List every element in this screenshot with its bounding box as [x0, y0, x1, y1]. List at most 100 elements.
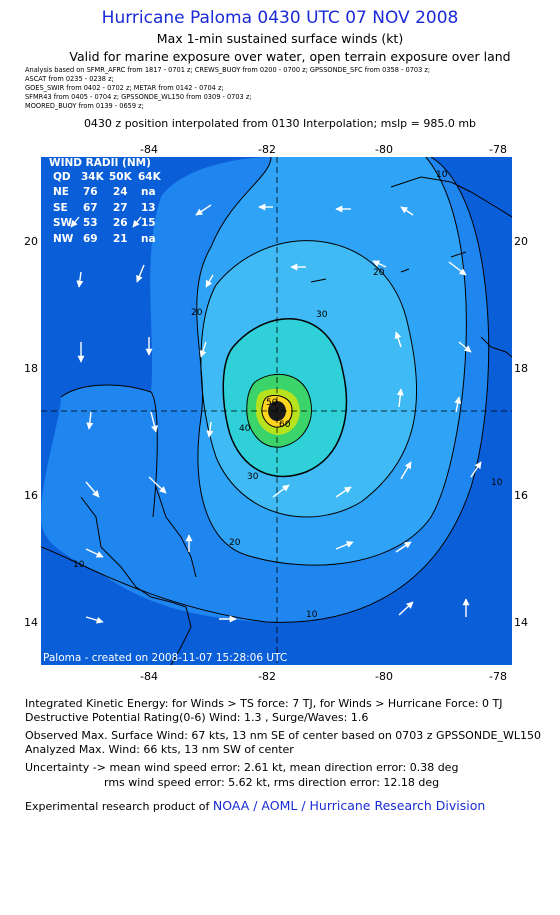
contour-40 — [222, 317, 348, 478]
contour-20 — [196, 157, 467, 566]
wind-radii-cell: 67 — [83, 202, 98, 214]
contour-label: 20 — [191, 308, 203, 318]
lon-tick-bottom: -78 — [489, 670, 507, 683]
contour-10-west — [60, 384, 158, 518]
island — [310, 278, 327, 283]
lon-tick-top: -84 — [140, 143, 158, 156]
wind-arrow — [205, 274, 214, 288]
wind-radii-title: WIND RADII (NM) — [49, 157, 151, 169]
contour-label: 30 — [316, 310, 328, 320]
wind-arrow — [148, 476, 167, 494]
wind-radii-cell: 26 — [113, 217, 128, 229]
lon-tick-top: -78 — [489, 143, 507, 156]
wind-arrow — [396, 388, 404, 408]
wind-radii-header: 50K — [109, 171, 133, 183]
contour-lines — [41, 157, 490, 623]
source-line: SFMR43 from 0405 - 0704 z; GPSSONDE_WL15… — [25, 93, 252, 101]
interpolation-note: 0430 z position interpolated from 0130 I… — [83, 117, 477, 130]
lat-tick-right: 16 — [514, 489, 528, 502]
lat-tick-left: 14 — [24, 616, 38, 629]
wind-radii-cell: 24 — [113, 186, 128, 198]
wind-arrow — [398, 601, 414, 616]
wind-radii-cell: 15 — [141, 217, 156, 229]
contour-label: 40 — [239, 424, 251, 434]
source-line: GOES_SWIR from 0402 - 0702 z; METAR from… — [25, 84, 224, 92]
credit-org-link[interactable]: NOAA / AOML / Hurricane Research Divisio… — [212, 798, 486, 813]
wind-arrow — [132, 216, 142, 228]
uncertainty-line: Uncertainty -> mean wind speed error: 2.… — [25, 761, 459, 774]
wind-arrow — [335, 541, 354, 550]
wind-radii-cell: 53 — [83, 217, 98, 229]
wind-vectors — [70, 203, 482, 624]
chart-title: Hurricane Paloma 0430 UTC 07 NOV 2008 — [101, 8, 459, 28]
lat-tick-right: 20 — [514, 235, 528, 248]
wind-radii-cell: 76 — [83, 186, 98, 198]
contour-label: 10 — [491, 478, 503, 488]
contour-label: 10 — [306, 610, 318, 620]
ike-line: Integrated Kinetic Energy: for Winds > T… — [25, 697, 503, 710]
wind-arrow — [85, 616, 104, 624]
wind-arrow — [400, 206, 414, 216]
contour-labels: 10 20 30 20 40 50 60 30 20 10 10 10 — [73, 170, 503, 620]
wind-radii-cell: 69 — [83, 233, 98, 245]
credit-line: Experimental research product of NOAA / … — [25, 798, 485, 813]
observed-max-line: Observed Max. Surface Wind: 67 kts, 13 n… — [25, 729, 541, 742]
wind-arrow — [150, 411, 158, 433]
contour-label: 10 — [73, 560, 85, 570]
wind-field-map: 10 20 30 20 40 50 60 30 20 10 10 10 WIND… — [41, 157, 512, 665]
contour-label: 60 — [279, 420, 291, 430]
wind-radii-header: 34K — [81, 171, 105, 183]
lon-tick-bottom: -82 — [258, 670, 276, 683]
source-line: MOORED_BUOY from 0139 - 0659 z; — [25, 102, 144, 110]
wind-arrow — [395, 541, 412, 553]
map-credit: Paloma - created on 2008-11-07 15:28:06 … — [43, 652, 287, 664]
wind-radii-cell: NE — [53, 186, 69, 198]
wind-arrow — [85, 548, 104, 558]
source-line: ASCAT from 0235 - 0238 z; — [25, 75, 114, 83]
dpr-line: Destructive Potential Rating(0-6) Wind: … — [25, 711, 369, 724]
uncertainty-rms-line: rms wind speed error: 5.62 kt, rms direc… — [104, 776, 440, 789]
wind-radii-cell: SE — [53, 202, 68, 214]
coastline-jamaica — [480, 336, 512, 358]
wind-radii-header: 64K — [138, 171, 162, 183]
lat-tick-right: 18 — [514, 362, 528, 375]
wind-arrow — [454, 396, 462, 413]
lon-tick-bottom: -84 — [140, 670, 158, 683]
coastline-honduras — [155, 486, 197, 578]
subtitle-units: Max 1-min sustained surface winds (kt) — [156, 31, 404, 46]
wind-radii-cell: 21 — [113, 233, 128, 245]
island — [400, 268, 410, 273]
wind-radii-cell: na — [141, 186, 156, 198]
wind-radii-table: WIND RADII (NM) QD 34K 50K 64K NE 76 24 … — [49, 157, 162, 245]
wind-arrow — [372, 260, 387, 268]
subtitle-validity: Valid for marine exposure over water, op… — [69, 49, 511, 64]
wind-arrow — [136, 264, 145, 283]
wind-arrow — [199, 341, 207, 358]
wind-arrow — [470, 461, 482, 478]
wind-radii-header: QD — [53, 171, 71, 183]
wind-arrow — [400, 461, 412, 480]
contour-label: 10 — [436, 170, 448, 180]
lat-tick-left: 20 — [24, 235, 38, 248]
wind-arrow — [458, 341, 472, 353]
analyzed-max-line: Analyzed Max. Wind: 66 kts, 13 nm SW of … — [25, 743, 294, 756]
contour-50 — [246, 373, 312, 448]
wind-radii-cell: 13 — [141, 202, 156, 214]
wind-arrow — [394, 331, 402, 348]
wind-arrow — [335, 486, 352, 498]
wind-contour-fills — [41, 157, 512, 665]
contour-label: 20 — [229, 538, 241, 548]
lon-tick-bottom: -80 — [375, 670, 393, 683]
lat-tick-left: 16 — [24, 489, 38, 502]
center-crosshair — [41, 157, 512, 665]
wind-arrow — [86, 411, 94, 430]
coastlines — [80, 176, 512, 665]
contour-label: 20 — [373, 268, 385, 278]
lat-tick-right: 14 — [514, 616, 528, 629]
source-line: Analysis based on SFMR_AFRC from 1817 - … — [25, 66, 431, 74]
wind-arrow — [70, 216, 80, 228]
island — [450, 251, 467, 258]
contour-60 — [261, 395, 293, 428]
contour-label: 50 — [266, 398, 278, 408]
wind-arrow — [448, 261, 467, 276]
